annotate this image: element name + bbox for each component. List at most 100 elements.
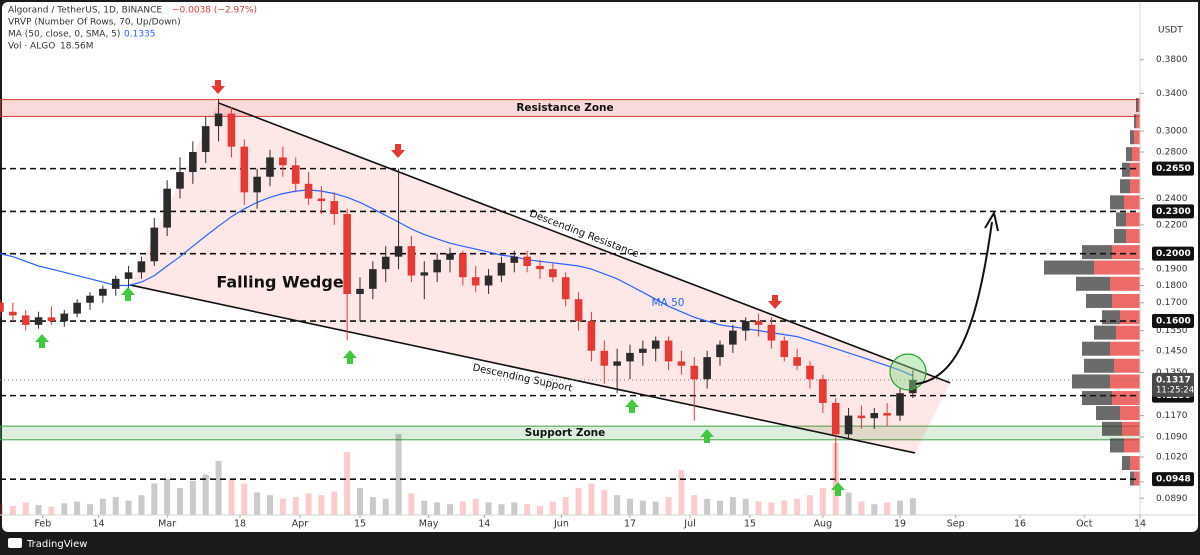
volume-bar (228, 479, 235, 515)
candle-body (870, 413, 879, 419)
volume-bar (601, 489, 608, 515)
candle-body (896, 393, 904, 416)
volume-bar (292, 497, 299, 515)
volume-bar (74, 501, 81, 515)
volume-bar (781, 500, 788, 515)
indicator-label: MA (50, close, 0, SMA, 5) (8, 30, 120, 40)
volume-bar (511, 502, 518, 515)
indicator-label: Vol · ALGO (8, 42, 55, 52)
candle-body (754, 321, 763, 325)
x-tick-label: 14 (478, 519, 490, 530)
volume-bar (897, 500, 903, 515)
profile-down (1114, 358, 1140, 373)
profile-up (1102, 310, 1120, 325)
candle-body (626, 352, 634, 362)
x-tick-label: Feb (34, 519, 51, 530)
ma-label: MA 50 (652, 297, 685, 309)
candle-body (381, 256, 390, 270)
current-price-label: 0.1317 (1156, 375, 1191, 385)
candle-body (176, 172, 184, 189)
up-arrow (625, 399, 639, 413)
current-price-tag (1152, 372, 1194, 397)
y-tick-label: 0.2800 (1156, 147, 1188, 157)
candle-body (819, 379, 827, 403)
volume-bar (537, 506, 543, 515)
candle-body (317, 198, 326, 202)
profile-down (1112, 293, 1140, 308)
candle-body (394, 246, 403, 257)
zone-label: Support Zone (525, 427, 606, 439)
candle-body (523, 256, 531, 266)
up-arrow (700, 429, 714, 443)
profile-up (1082, 245, 1112, 260)
profile-down (1132, 147, 1140, 162)
y-tick-label: 0.1900 (1156, 265, 1188, 275)
volume-bar (408, 493, 415, 515)
x-tick-label: 19 (894, 519, 906, 530)
projection-arrow (915, 221, 993, 385)
axis-unit: USDT (1158, 26, 1183, 36)
volume-bar (112, 497, 119, 515)
volume-bar (434, 502, 441, 515)
candle-body (266, 157, 274, 177)
volume-bar (318, 495, 325, 515)
volume-bar (768, 502, 775, 515)
up-arrow (35, 334, 49, 348)
level-tag-label: 0.2650 (1156, 164, 1191, 174)
profile-up (1126, 147, 1132, 162)
profile-down (1130, 179, 1140, 194)
candle-body (240, 146, 249, 193)
candle-body (639, 348, 647, 353)
volume-bar (344, 452, 351, 515)
profile-down (1094, 260, 1140, 275)
volume-bar (678, 470, 685, 515)
volume-bar (627, 498, 633, 515)
level-tag-label: 0.1600 (1156, 317, 1191, 327)
candle-body (831, 402, 840, 435)
profile-down (1126, 229, 1140, 244)
y-tick-label: 0.1090 (1156, 433, 1188, 443)
x-tick-label: Jul (683, 519, 695, 530)
volume-bar (279, 498, 286, 515)
volume-bar (884, 502, 891, 515)
profile-up (1044, 260, 1094, 275)
profile-up (1086, 293, 1112, 308)
candle-body (497, 262, 506, 276)
down-arrow (211, 80, 225, 94)
candle-body (420, 272, 429, 276)
profile-down (1120, 310, 1140, 325)
candle-body (356, 288, 364, 294)
candle-body (304, 183, 313, 199)
volume-bar (125, 500, 132, 515)
trendline (217, 102, 951, 384)
y-tick-label: 0.1170 (1156, 411, 1188, 421)
volume-bar (421, 500, 428, 515)
volume-bar (189, 480, 196, 515)
candle-body (703, 357, 711, 380)
footer-bar (0, 533, 1200, 555)
y-tick-label: 0.3800 (1156, 55, 1188, 65)
volume-bar (909, 498, 916, 515)
candle-body (587, 321, 596, 351)
candle-body (99, 288, 107, 296)
volume-value: 18.56M (60, 42, 94, 52)
candle-body (793, 357, 801, 366)
profile-down (1110, 374, 1140, 389)
profile-up (1120, 179, 1130, 194)
candle-body (201, 126, 210, 152)
volume-bar (549, 501, 556, 515)
volume-bar (151, 483, 158, 515)
price-change: −0.0038 (−2.97%) (172, 6, 257, 16)
pattern-label: Falling Wedge (216, 273, 343, 292)
volume-bar (22, 502, 29, 515)
volume-bar (755, 501, 762, 515)
candle-body (9, 311, 17, 316)
volume-bar (164, 479, 171, 515)
y-tick-label: 0.1020 (1156, 453, 1188, 463)
up-arrow (121, 287, 135, 301)
x-tick-label: 15 (744, 519, 756, 530)
volume-bar (9, 506, 16, 515)
volume-bar (99, 498, 106, 515)
x-tick-label: 15 (354, 519, 366, 530)
volume-bar (575, 488, 582, 515)
